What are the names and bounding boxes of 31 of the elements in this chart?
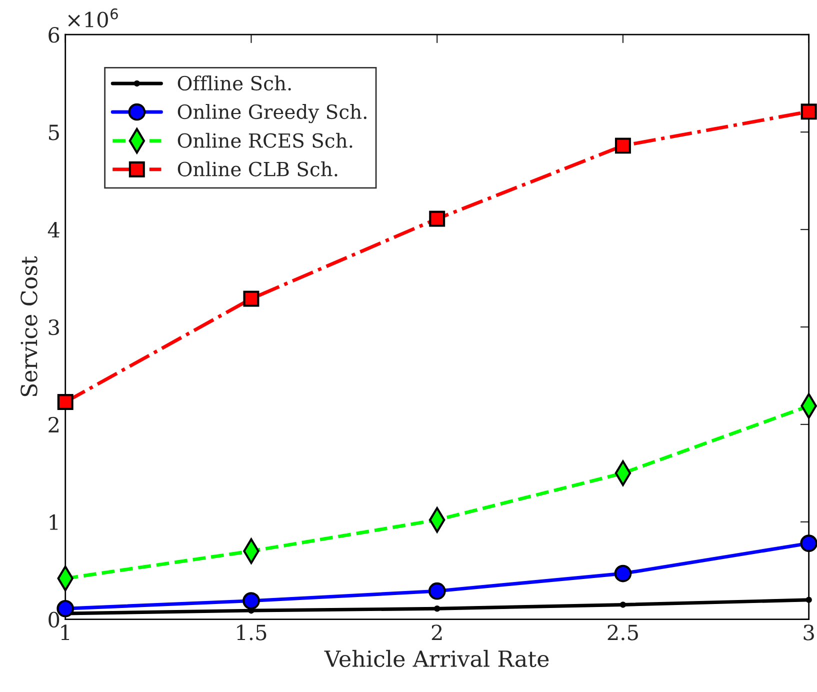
y-axis-title: Service Cost xyxy=(20,256,38,396)
point xyxy=(806,596,812,603)
y-tick-label: 3 xyxy=(48,319,59,336)
y-tick-label: 0 xyxy=(48,612,60,628)
y-tick-label: 6 xyxy=(48,27,60,43)
point xyxy=(620,602,626,608)
legend-label: Online RCES Sch. xyxy=(178,132,352,148)
x-tick-label: 1 xyxy=(61,624,70,640)
text: ×10$^{6}$ xyxy=(68,8,118,28)
point xyxy=(800,534,817,552)
point xyxy=(614,564,632,582)
point xyxy=(429,210,446,227)
legend-label: Online CLB Sch. xyxy=(178,161,338,176)
point xyxy=(614,138,631,154)
x-tick-label: 3 xyxy=(804,624,814,640)
y-tick-label: 4 xyxy=(48,222,60,238)
x-tick-label: 2 xyxy=(432,624,442,640)
point xyxy=(57,394,74,410)
point xyxy=(428,582,446,600)
legend-label: Offline Sch. xyxy=(178,75,291,91)
point xyxy=(434,605,440,612)
x-tick-label: 1.5 xyxy=(237,624,266,640)
point xyxy=(242,592,260,610)
y-tick-label: 1 xyxy=(50,514,58,530)
y-tick-label: 5 xyxy=(49,124,59,140)
y-tick-label: 2 xyxy=(48,416,58,432)
x-axis-title: Vehicle Arrival Rate xyxy=(324,650,549,668)
point xyxy=(243,290,260,307)
x-tick-label: 2.5 xyxy=(608,624,638,640)
legend-label: Online Greedy Sch. xyxy=(178,104,366,124)
point xyxy=(800,104,817,120)
